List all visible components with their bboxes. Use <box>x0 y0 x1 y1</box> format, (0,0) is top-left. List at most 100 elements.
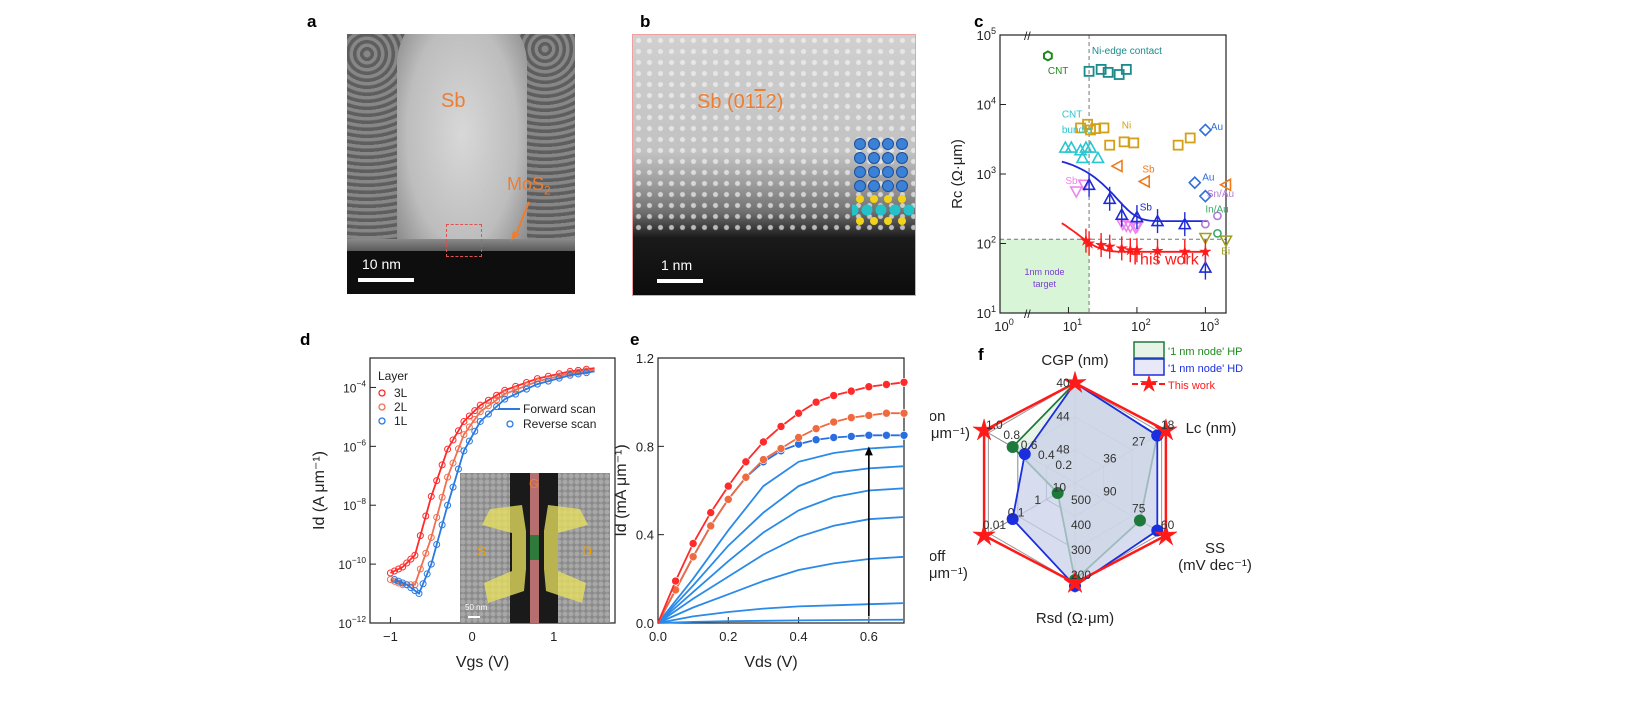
x-tick-label-c: 103 <box>1200 317 1220 334</box>
data-point-ni <box>1118 136 1130 148</box>
atom-mo <box>875 204 887 216</box>
data-point-this-work <box>1178 244 1192 258</box>
output-marker-1l <box>846 432 856 441</box>
radar-tick-label: 0.4 <box>1038 448 1055 462</box>
scan-marker-2l <box>422 549 430 557</box>
data-point-this-work <box>1094 238 1108 251</box>
scan-marker-3l <box>399 563 407 571</box>
data-point-sb <box>1082 177 1096 191</box>
scan-marker-3l <box>422 512 430 520</box>
scan-marker-2l <box>501 390 509 398</box>
scan-marker-3l <box>427 492 435 500</box>
output-marker-3l <box>829 391 839 400</box>
scan-marker-2l <box>433 513 441 521</box>
legend-swatch-hp <box>1133 341 1165 359</box>
y-tick-label-e: 1.2 <box>636 351 654 366</box>
scan-marker-3l <box>476 401 484 409</box>
scan-marker-2l <box>444 473 452 481</box>
radar-tick-label: 0.8 <box>1003 428 1020 442</box>
output-marker-3l <box>794 408 803 418</box>
data-point-sb <box>1218 177 1232 192</box>
data-point-ni-edge-contact <box>1083 65 1095 77</box>
y-tick-label-d: 10−10 <box>338 555 366 572</box>
output-marker-3l <box>864 382 874 392</box>
scan-marker-1l <box>399 579 407 587</box>
panel-label-d: d <box>300 330 311 349</box>
output-marker-2l <box>899 408 909 418</box>
sb-label: Sb <box>441 90 466 112</box>
data-point-au <box>1198 123 1213 137</box>
data-point-this-work <box>1151 244 1164 257</box>
x-axis-label-e: Vds (V) <box>744 654 797 671</box>
annotation-label: bundle <box>1062 125 1092 136</box>
scale-bar-label-b: 1 nm <box>661 257 693 273</box>
x-tick-label-c: 100 <box>994 317 1014 334</box>
data-point-ni-edge-contact <box>1095 63 1107 75</box>
data-point-bi <box>1198 232 1213 246</box>
sb-orientation-end: 2) <box>765 91 784 113</box>
radar-axis-unit: (mA μm⁻¹) <box>930 425 970 442</box>
radar-tick-label: 200 <box>1071 568 1091 582</box>
atom-s <box>884 217 892 225</box>
radar-tick-label: 0.01 <box>983 518 1007 532</box>
x-tick-label-e: 0.4 <box>790 629 808 644</box>
tem-image-a: Sb MoS2 10 nm <box>347 34 575 294</box>
x-tick-label-e: 0.6 <box>860 629 878 644</box>
radar-tick-label: 400 <box>1071 518 1091 532</box>
sem-scale-label: 50 nm <box>465 603 488 612</box>
legend-label-2l: 2L <box>394 400 408 414</box>
annotation-label: Au <box>1202 173 1214 184</box>
output-marker-3l <box>723 481 733 491</box>
legend-label-hd: '1 nm node' HD <box>1168 363 1243 375</box>
scan-marker-2l <box>449 459 457 467</box>
atom-mo <box>889 204 901 216</box>
atom-sb <box>868 152 880 164</box>
atom-mo <box>852 204 859 216</box>
legend-label-3l: 3L <box>394 386 408 400</box>
y-axis-label-e: Id (mA μm⁻¹) <box>613 444 630 536</box>
data-point-sb <box>1102 191 1117 205</box>
scan-marker-1l <box>476 417 484 425</box>
data-point-sb <box>1069 186 1084 199</box>
radar-tick-label: 75 <box>1132 501 1146 515</box>
output-marker-3l <box>776 422 786 431</box>
scan-marker-3l <box>454 427 462 435</box>
radar-point-this-work <box>972 522 997 546</box>
annotation-label: Sb <box>1140 202 1153 213</box>
scale-bar-b <box>657 279 703 283</box>
mos2-layer <box>347 239 575 251</box>
legend-label-this-work: This work <box>1168 380 1216 392</box>
x-tick-label-e: 0.2 <box>719 629 737 644</box>
scan-marker-3l <box>449 436 457 444</box>
scan-marker-1l <box>523 385 531 393</box>
scan-marker-1l <box>465 437 473 445</box>
scan-marker-2l <box>416 565 424 573</box>
radar-point-hp <box>1051 487 1064 499</box>
x-tick-label-c: 101 <box>1063 317 1083 334</box>
output-marker-3l <box>671 576 680 586</box>
y-tick-label-c: 105 <box>976 26 996 43</box>
atom-s <box>856 217 864 225</box>
data-point-this-work <box>1130 243 1144 256</box>
atom-sb <box>882 166 894 178</box>
y-tick-label-d: 10−6 <box>343 437 366 454</box>
data-point-ni-edge-contact <box>1120 63 1132 75</box>
data-point-sb <box>1110 159 1123 173</box>
data-point-ni <box>1104 139 1116 151</box>
output-marker-2l <box>811 424 821 433</box>
output-marker-3l <box>882 380 891 389</box>
scan-marker-3l <box>407 555 415 563</box>
scale-bar-a <box>358 278 414 282</box>
scan-marker-1l <box>493 403 501 411</box>
scan-marker-2l <box>476 408 484 416</box>
target-label-line2: target <box>1033 279 1057 289</box>
annotation-label: CNT <box>1062 110 1083 121</box>
atom-sb <box>868 166 880 178</box>
output-marker-3l <box>759 437 768 447</box>
scan-marker-2l <box>465 423 473 431</box>
atom-sb <box>882 152 894 164</box>
scan-marker-2l <box>512 386 520 394</box>
axis-break-bottom: // <box>1024 307 1031 321</box>
scan-marker-1l <box>423 570 431 578</box>
